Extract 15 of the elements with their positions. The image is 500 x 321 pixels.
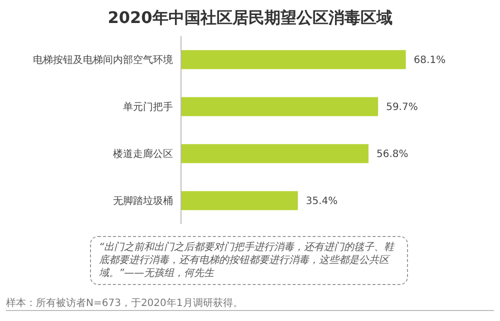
data-label: 59.7%: [386, 102, 418, 114]
data-label: 35.4%: [306, 196, 338, 208]
text: 样本：所有被访者N=673，于2020年1月调研获得。: [6, 296, 494, 311]
bar: [181, 191, 298, 210]
y-tick-label: 无脚踏垃圾桶: [113, 195, 173, 208]
speech-bubble: “出门之前和出门之后都要对门把手进行消毒，还有进门的毯子、鞋底都要进行消毒，还有电梯的按钮都要进行消毒，这些都是公共区域。”——无孩组，何先生: [90, 236, 408, 285]
data-label: 56.8%: [376, 149, 408, 160]
data-label: 68.1%: [414, 55, 446, 66]
bar: [181, 50, 406, 70]
bar: [181, 97, 378, 116]
bar: [181, 144, 369, 164]
y-tick-label: 楼道走廊公区: [113, 148, 173, 160]
chart-title: 2020年中国社区居民期望公区消毒区域: [106, 8, 394, 29]
y-tick-label: 单元门把手: [123, 101, 173, 114]
y-tick-label: 电梯按钮及电梯间内部空气环境: [33, 54, 173, 66]
